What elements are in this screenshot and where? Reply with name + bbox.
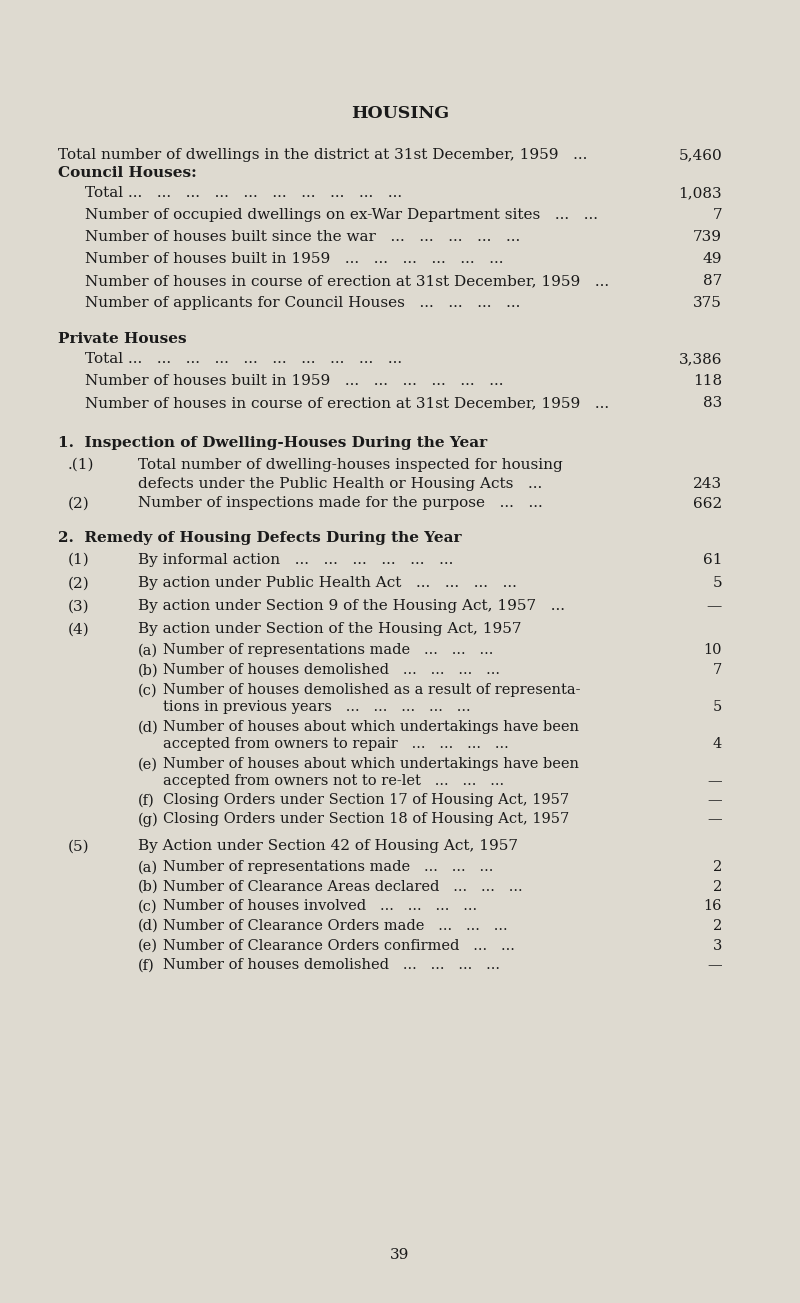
Text: (b): (b) <box>138 880 158 894</box>
Text: (e): (e) <box>138 938 158 952</box>
Text: (f): (f) <box>138 794 154 808</box>
Text: Number of houses built since the war   ...   ...   ...   ...   ...: Number of houses built since the war ...… <box>85 229 520 244</box>
Text: —: — <box>707 774 722 788</box>
Text: Number of applicants for Council Houses   ...   ...   ...   ...: Number of applicants for Council Houses … <box>85 296 520 310</box>
Text: Number of houses built in 1959   ...   ...   ...   ...   ...   ...: Number of houses built in 1959 ... ... .… <box>85 251 503 266</box>
Text: (1): (1) <box>68 552 90 567</box>
Text: Closing Orders under Section 18 of Housing Act, 1957: Closing Orders under Section 18 of Housi… <box>163 812 570 826</box>
Text: HOUSING: HOUSING <box>351 106 449 122</box>
Text: 61: 61 <box>702 552 722 567</box>
Text: —: — <box>707 794 722 808</box>
Text: (5): (5) <box>68 839 90 853</box>
Text: Number of houses involved   ...   ...   ...   ...: Number of houses involved ... ... ... ..… <box>163 899 477 913</box>
Text: Number of Clearance Orders confirmed   ...   ...: Number of Clearance Orders confirmed ...… <box>163 938 515 952</box>
Text: (4): (4) <box>68 623 90 636</box>
Text: By action under Section 9 of the Housing Act, 1957   ...: By action under Section 9 of the Housing… <box>138 599 565 614</box>
Text: (2): (2) <box>68 576 90 590</box>
Text: By informal action   ...   ...   ...   ...   ...   ...: By informal action ... ... ... ... ... .… <box>138 552 454 567</box>
Text: By Action under Section 42 of Housing Act, 1957: By Action under Section 42 of Housing Ac… <box>138 839 518 853</box>
Text: 16: 16 <box>703 899 722 913</box>
Text: 10: 10 <box>703 644 722 657</box>
Text: 2: 2 <box>713 860 722 874</box>
Text: Total ...   ...   ...   ...   ...   ...   ...   ...   ...   ...: Total ... ... ... ... ... ... ... ... ..… <box>85 352 402 366</box>
Text: By action under Public Health Act   ...   ...   ...   ...: By action under Public Health Act ... ..… <box>138 576 517 590</box>
Text: 118: 118 <box>693 374 722 388</box>
Text: Number of inspections made for the purpose   ...   ...: Number of inspections made for the purpo… <box>138 496 542 511</box>
Text: 7: 7 <box>712 207 722 222</box>
Text: (a): (a) <box>138 644 158 657</box>
Text: 1,083: 1,083 <box>678 186 722 199</box>
Text: (3): (3) <box>68 599 90 614</box>
Text: (e): (e) <box>138 757 158 771</box>
Text: 1.  Inspection of Dwelling-Houses During the Year: 1. Inspection of Dwelling-Houses During … <box>58 437 487 450</box>
Text: (d): (d) <box>138 721 158 735</box>
Text: 739: 739 <box>693 229 722 244</box>
Text: 7: 7 <box>713 663 722 678</box>
Text: 39: 39 <box>390 1248 410 1263</box>
Text: (b): (b) <box>138 663 158 678</box>
Text: 243: 243 <box>693 477 722 491</box>
Text: Number of Clearance Areas declared   ...   ...   ...: Number of Clearance Areas declared ... .… <box>163 880 522 894</box>
Text: 5: 5 <box>712 576 722 590</box>
Text: Closing Orders under Section 17 of Housing Act, 1957: Closing Orders under Section 17 of Housi… <box>163 794 569 808</box>
Text: 2: 2 <box>713 880 722 894</box>
Text: Number of houses demolished   ...   ...   ...   ...: Number of houses demolished ... ... ... … <box>163 958 500 972</box>
Text: —: — <box>707 958 722 972</box>
Text: 4: 4 <box>713 737 722 752</box>
Text: Number of houses in course of erection at 31st December, 1959   ...: Number of houses in course of erection a… <box>85 274 609 288</box>
Text: 2: 2 <box>713 919 722 933</box>
Text: Total number of dwellings in the district at 31st December, 1959   ...: Total number of dwellings in the distric… <box>58 149 587 162</box>
Text: 3,386: 3,386 <box>678 352 722 366</box>
Text: 83: 83 <box>702 396 722 410</box>
Text: Number of houses built in 1959   ...   ...   ...   ...   ...   ...: Number of houses built in 1959 ... ... .… <box>85 374 503 388</box>
Text: Number of representations made   ...   ...   ...: Number of representations made ... ... .… <box>163 644 494 657</box>
Text: Number of occupied dwellings on ex-War Department sites   ...   ...: Number of occupied dwellings on ex-War D… <box>85 207 598 222</box>
Text: defects under the Public Health or Housing Acts   ...: defects under the Public Health or Housi… <box>138 477 542 491</box>
Text: 662: 662 <box>693 496 722 511</box>
Text: .(1): .(1) <box>68 457 94 472</box>
Text: By action under Section of the Housing Act, 1957: By action under Section of the Housing A… <box>138 623 522 636</box>
Text: 87: 87 <box>702 274 722 288</box>
Text: 49: 49 <box>702 251 722 266</box>
Text: (g): (g) <box>138 812 158 826</box>
Text: (f): (f) <box>138 958 154 972</box>
Text: Number of houses in course of erection at 31st December, 1959   ...: Number of houses in course of erection a… <box>85 396 609 410</box>
Text: Number of representations made   ...   ...   ...: Number of representations made ... ... .… <box>163 860 494 874</box>
Text: Council Houses:: Council Houses: <box>58 165 197 180</box>
Text: Total number of dwelling-houses inspected for housing: Total number of dwelling-houses inspecte… <box>138 457 562 472</box>
Text: 375: 375 <box>693 296 722 310</box>
Text: —: — <box>706 599 722 614</box>
Text: (2): (2) <box>68 496 90 511</box>
Text: tions in previous years   ...   ...   ...   ...   ...: tions in previous years ... ... ... ... … <box>163 700 470 714</box>
Text: Number of houses about which undertakings have been: Number of houses about which undertaking… <box>163 721 579 735</box>
Text: 5,460: 5,460 <box>678 149 722 162</box>
Text: accepted from owners to repair   ...   ...   ...   ...: accepted from owners to repair ... ... .… <box>163 737 509 752</box>
Text: (a): (a) <box>138 860 158 874</box>
Text: Private Houses: Private Houses <box>58 332 186 347</box>
Text: Number of houses demolished   ...   ...   ...   ...: Number of houses demolished ... ... ... … <box>163 663 500 678</box>
Text: Total ...   ...   ...   ...   ...   ...   ...   ...   ...   ...: Total ... ... ... ... ... ... ... ... ..… <box>85 186 402 199</box>
Text: Number of houses demolished as a result of representa-: Number of houses demolished as a result … <box>163 683 581 697</box>
Text: (d): (d) <box>138 919 158 933</box>
Text: 3: 3 <box>713 938 722 952</box>
Text: Number of Clearance Orders made   ...   ...   ...: Number of Clearance Orders made ... ... … <box>163 919 508 933</box>
Text: 2.  Remedy of Housing Defects During the Year: 2. Remedy of Housing Defects During the … <box>58 532 462 545</box>
Text: accepted from owners not to re-let   ...   ...   ...: accepted from owners not to re-let ... .… <box>163 774 504 788</box>
Text: (c): (c) <box>138 899 158 913</box>
Text: 5: 5 <box>713 700 722 714</box>
Text: (c): (c) <box>138 683 158 697</box>
Text: —: — <box>707 812 722 826</box>
Text: Number of houses about which undertakings have been: Number of houses about which undertaking… <box>163 757 579 771</box>
